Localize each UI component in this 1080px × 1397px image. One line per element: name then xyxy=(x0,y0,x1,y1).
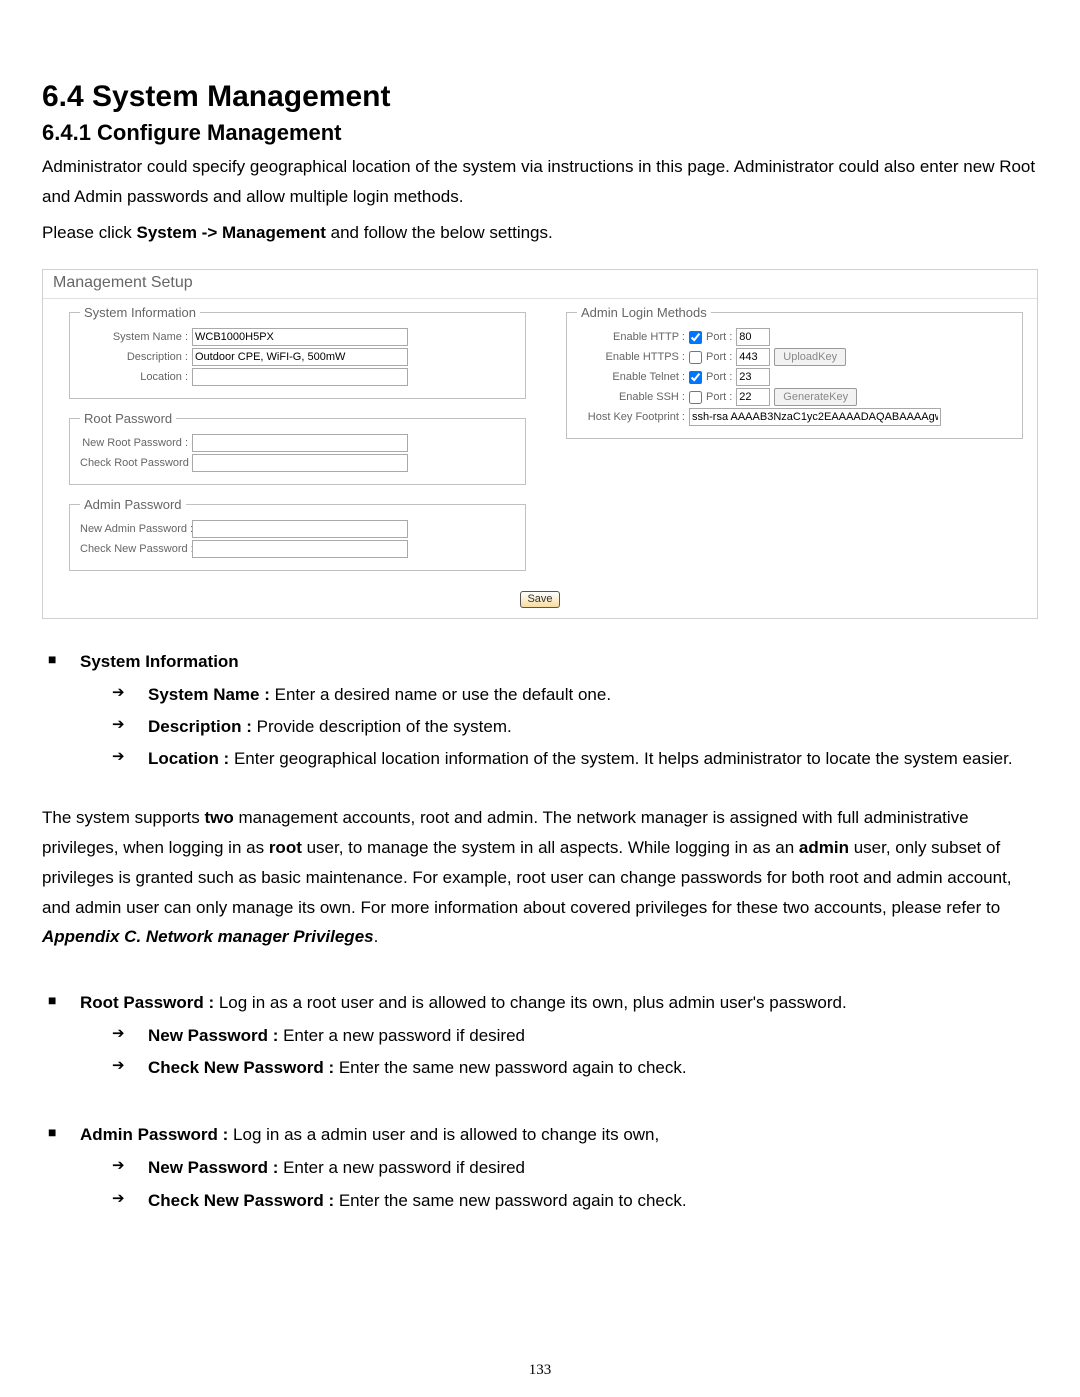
description-input[interactable] xyxy=(192,348,408,366)
page-number: 133 xyxy=(0,1362,1080,1379)
accounts-paragraph: The system supports two management accou… xyxy=(42,803,1038,952)
admin-check-password-bold: Check New Password : xyxy=(148,1191,334,1210)
ap-t1: The system supports xyxy=(42,808,205,827)
admin-login-methods-group: Admin Login Methods Enable HTTP : Port :… xyxy=(566,305,1023,439)
enable-telnet-label: Enable Telnet : xyxy=(577,371,685,383)
admin-new-password-bold: New Password : xyxy=(148,1158,278,1177)
ap-appendix-ref: Appendix C. Network manager Privileges xyxy=(42,927,374,946)
upload-key-button[interactable]: UploadKey xyxy=(774,348,846,366)
root-password-legend: Root Password xyxy=(80,411,176,426)
subsection-heading: 6.4.1 Configure Management xyxy=(42,120,1038,146)
new-admin-password-input[interactable] xyxy=(192,520,408,538)
system-name-item: System Name : Enter a desired name or us… xyxy=(112,679,1038,711)
host-key-footprint-input[interactable] xyxy=(689,408,941,426)
root-check-password-item: Check New Password : Enter the same new … xyxy=(112,1052,1038,1084)
description-item-text: Provide description of the system. xyxy=(252,717,512,736)
enable-ssh-checkbox[interactable] xyxy=(689,391,702,404)
ap-t3: user, to manage the system in all aspect… xyxy=(302,838,799,857)
https-port-input[interactable] xyxy=(736,348,770,366)
root-check-password-bold: Check New Password : xyxy=(148,1058,334,1077)
generate-key-button[interactable]: GenerateKey xyxy=(774,388,857,406)
location-item: Location : Enter geographical location i… xyxy=(112,743,1038,775)
root-password-bullet: Root Password : Log in as a root user an… xyxy=(42,988,1038,1084)
intro-p2-pre: Please click xyxy=(42,223,136,242)
http-port-label: Port : xyxy=(706,331,732,343)
panel-title: Management Setup xyxy=(43,270,1037,299)
root-password-bullet-text: Log in as a root user and is allowed to … xyxy=(214,993,847,1012)
intro-paragraph-2: Please click System -> Management and fo… xyxy=(42,218,1038,248)
admin-new-password-item: New Password : Enter a new password if d… xyxy=(112,1152,1038,1184)
panel-left-column: System Information System Name : Descrip… xyxy=(69,305,526,583)
root-new-password-bold: New Password : xyxy=(148,1026,278,1045)
system-name-input[interactable] xyxy=(192,328,408,346)
location-label: Location : xyxy=(80,371,188,383)
admin-login-methods-legend: Admin Login Methods xyxy=(577,305,711,320)
https-port-label: Port : xyxy=(706,351,732,363)
description-label: Description : xyxy=(80,351,188,363)
admin-new-password-text: Enter a new password if desired xyxy=(278,1158,525,1177)
description-item-bold: Description : xyxy=(148,717,252,736)
system-information-bullet-title: System Information xyxy=(80,652,239,671)
system-information-bullet: System Information System Name : Enter a… xyxy=(42,647,1038,776)
new-root-password-input[interactable] xyxy=(192,434,408,452)
enable-ssh-label: Enable SSH : xyxy=(577,391,685,403)
new-admin-password-label: New Admin Password : xyxy=(80,523,188,535)
admin-check-password-text: Enter the same new password again to che… xyxy=(334,1191,686,1210)
ap-t5: . xyxy=(374,927,379,946)
location-item-text: Enter geographical location information … xyxy=(229,749,1012,768)
ap-b2: root xyxy=(269,838,302,857)
enable-telnet-checkbox[interactable] xyxy=(689,371,702,384)
check-admin-password-input[interactable] xyxy=(192,540,408,558)
admin-password-legend: Admin Password xyxy=(80,497,186,512)
check-root-password-label: Check Root Password : xyxy=(80,457,188,469)
ap-b1: two xyxy=(205,808,234,827)
telnet-port-label: Port : xyxy=(706,371,732,383)
ssh-port-label: Port : xyxy=(706,391,732,403)
check-admin-password-label: Check New Password : xyxy=(80,543,188,555)
admin-password-bullet-bold: Admin Password : xyxy=(80,1125,228,1144)
admin-password-bullet: Admin Password : Log in as a admin user … xyxy=(42,1120,1038,1216)
ap-b3: admin xyxy=(799,838,849,857)
root-password-group: Root Password New Root Password : Check … xyxy=(69,411,526,485)
telnet-port-input[interactable] xyxy=(736,368,770,386)
admin-check-password-item: Check New Password : Enter the same new … xyxy=(112,1185,1038,1217)
location-input[interactable] xyxy=(192,368,408,386)
ssh-port-input[interactable] xyxy=(736,388,770,406)
host-key-footprint-label: Host Key Footprint : xyxy=(577,411,685,423)
admin-password-group: Admin Password New Admin Password : Chec… xyxy=(69,497,526,571)
description-item: Description : Provide description of the… xyxy=(112,711,1038,743)
enable-https-checkbox[interactable] xyxy=(689,351,702,364)
check-root-password-input[interactable] xyxy=(192,454,408,472)
management-setup-panel: Management Setup System Information Syst… xyxy=(42,269,1038,619)
root-check-password-text: Enter the same new password again to che… xyxy=(334,1058,686,1077)
save-button[interactable]: Save xyxy=(520,591,559,608)
system-name-label: System Name : xyxy=(80,331,188,343)
enable-http-checkbox[interactable] xyxy=(689,331,702,344)
location-item-bold: Location : xyxy=(148,749,229,768)
intro-p2-bold: System -> Management xyxy=(136,223,325,242)
admin-password-bullet-text: Log in as a admin user and is allowed to… xyxy=(228,1125,659,1144)
system-name-item-bold: System Name : xyxy=(148,685,270,704)
intro-paragraph-1: Administrator could specify geographical… xyxy=(42,152,1038,212)
enable-http-label: Enable HTTP : xyxy=(577,331,685,343)
new-root-password-label: New Root Password : xyxy=(80,437,188,449)
intro-p2-post: and follow the below settings. xyxy=(326,223,553,242)
system-name-item-text: Enter a desired name or use the default … xyxy=(270,685,611,704)
root-new-password-text: Enter a new password if desired xyxy=(278,1026,525,1045)
panel-right-column: Admin Login Methods Enable HTTP : Port :… xyxy=(566,305,1023,583)
root-password-bullet-bold: Root Password : xyxy=(80,993,214,1012)
enable-https-label: Enable HTTPS : xyxy=(577,351,685,363)
http-port-input[interactable] xyxy=(736,328,770,346)
system-information-group: System Information System Name : Descrip… xyxy=(69,305,526,399)
root-new-password-item: New Password : Enter a new password if d… xyxy=(112,1020,1038,1052)
system-information-legend: System Information xyxy=(80,305,200,320)
section-heading: 6.4 System Management xyxy=(42,80,1038,114)
